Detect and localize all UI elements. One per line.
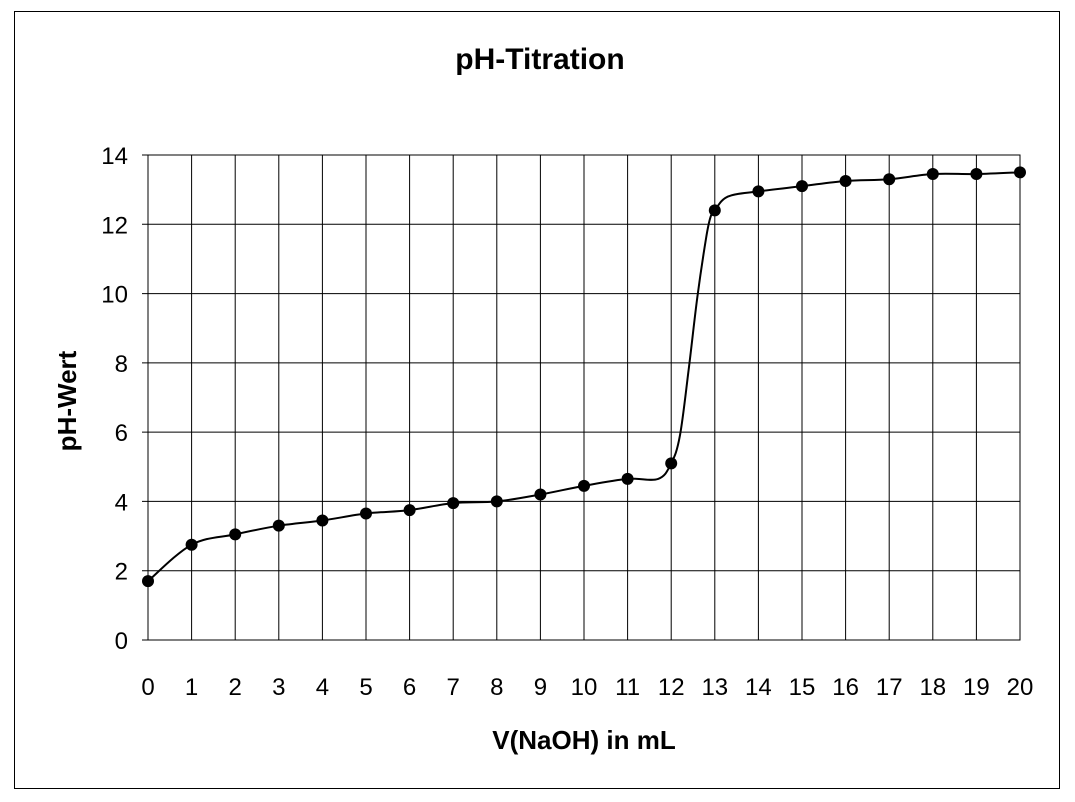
data-point: [403, 504, 416, 517]
tick-labels: 0 1 2 3 4 5 6 7 8 9 10 11 12 13 14 15 16 17 18 19 2002468101…: [101, 143, 1033, 701]
data-points: [142, 166, 1026, 588]
grid: [142, 154, 1021, 641]
x-tick-label: 6: [403, 674, 416, 701]
y-axis-label: pH-Wert: [52, 350, 82, 451]
data-point: [578, 479, 590, 492]
y-tick-label: 6: [115, 420, 128, 447]
x-tick-label: 20: [1007, 674, 1034, 701]
x-tick-label: 18: [919, 674, 946, 701]
y-tick-label: 8: [115, 351, 128, 378]
data-point: [534, 488, 547, 501]
chart-title: pH-Titration: [455, 43, 624, 76]
x-tick-label: 17: [876, 674, 903, 701]
chart-frame: [14, 11, 1060, 789]
data-point: [142, 575, 154, 588]
x-tick-label: 14: [745, 674, 772, 701]
x-axis-label: V(NaOH) in mL: [492, 725, 676, 755]
series-line: [147, 171, 1021, 582]
data-point: [360, 507, 372, 520]
data-point: [708, 204, 721, 217]
x-tick-label: 2: [229, 674, 242, 701]
x-tick-label: 8: [490, 674, 503, 701]
x-tick-label: 12: [658, 674, 685, 701]
y-tick-label: 14: [101, 143, 128, 170]
data-point: [490, 495, 503, 508]
y-tick-label: 4: [115, 489, 128, 516]
x-tick-label: 10: [571, 674, 598, 701]
data-point: [229, 528, 242, 541]
data-point: [665, 457, 678, 470]
data-point: [316, 514, 329, 527]
x-tick-label: 19: [963, 674, 990, 701]
x-tick-label: 16: [832, 674, 859, 701]
y-tick-label: 12: [101, 212, 128, 239]
y-tick-label: 0: [115, 628, 128, 655]
x-tick-label: 13: [701, 674, 728, 701]
x-tick-label: 7: [447, 674, 460, 701]
y-tick-label: 2: [115, 559, 128, 586]
data-point: [272, 519, 285, 532]
x-tick-label: 3: [272, 674, 285, 701]
data-point: [839, 174, 852, 187]
x-tick-label: 0: [141, 674, 154, 701]
data-point: [883, 173, 896, 186]
data-point: [752, 185, 765, 198]
data-point: [621, 472, 634, 485]
data-point: [1014, 166, 1026, 179]
x-tick-label: 9: [534, 674, 547, 701]
data-point: [447, 497, 460, 510]
data-point: [185, 538, 198, 551]
x-tick-label: 1: [185, 674, 198, 701]
data-point: [796, 180, 808, 193]
y-tick-label: 10: [101, 282, 128, 309]
x-tick-label: 15: [789, 674, 816, 701]
data-point: [970, 168, 983, 181]
plot-area-border: [147, 154, 1021, 641]
x-tick-label: 4: [316, 674, 329, 701]
data-point: [926, 168, 939, 181]
x-tick-label: 5: [359, 674, 372, 701]
x-tick-label: 11: [615, 674, 640, 701]
